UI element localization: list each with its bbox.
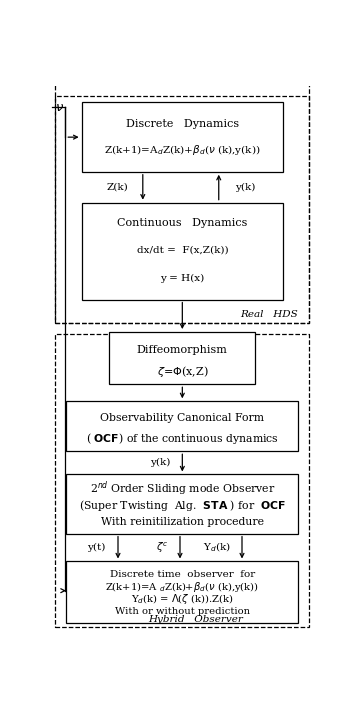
Bar [82, 103, 283, 172]
Text: 2$^{nd}$ Order Sliding mode Observer: 2$^{nd}$ Order Sliding mode Observer [89, 480, 275, 498]
Text: With or without prediction: With or without prediction [115, 607, 250, 616]
Text: y(k): y(k) [150, 458, 171, 468]
Text: Y$_d$(k): Y$_d$(k) [203, 540, 230, 555]
Text: $\zeta^c$: $\zeta^c$ [156, 540, 168, 555]
Text: y = H(x): y = H(x) [160, 274, 204, 282]
Bar [55, 1, 308, 323]
Bar [66, 474, 298, 534]
Bar [66, 401, 298, 451]
Text: $\zeta$=$\Phi$(x,Z): $\zeta$=$\Phi$(x,Z) [157, 364, 208, 379]
Text: Y$_d$(k) = $\Lambda$($\zeta$ (k)).Z(k): Y$_d$(k) = $\Lambda$($\zeta$ (k)).Z(k) [131, 593, 234, 606]
Text: Real   HDS: Real HDS [240, 310, 298, 319]
Bar [109, 332, 255, 384]
Bar [55, 334, 308, 627]
Text: (Super Twisting  Alg.  $\bf{STA}$ ) for  $\bf{OCF}$: (Super Twisting Alg. $\bf{STA}$ ) for $\… [79, 498, 286, 513]
Text: Discrete time  observer  for: Discrete time observer for [110, 570, 255, 579]
Text: Z(k+1)=A $_{d}$Z(k)+$\beta$$_d$($\nu$ (k),y(k)): Z(k+1)=A $_{d}$Z(k)+$\beta$$_d$($\nu$ (k… [105, 580, 259, 594]
Text: dx/dt =  F(x,Z(k)): dx/dt = F(x,Z(k)) [137, 246, 228, 255]
Text: Z(k): Z(k) [106, 183, 128, 192]
Text: Hybrid   Observer: Hybrid Observer [148, 615, 243, 624]
Text: ( $\bf{OCF}$) of the continuous dynamics: ( $\bf{OCF}$) of the continuous dynamics [86, 431, 279, 446]
Text: y(t): y(t) [87, 543, 105, 552]
Text: With reinitilization procedure: With reinitilization procedure [101, 517, 264, 527]
Text: Z(k+1)=A$_d$Z(k)+$\beta$$_d$($\nu$ (k),y(k)): Z(k+1)=A$_d$Z(k)+$\beta$$_d$($\nu$ (k),y… [104, 143, 261, 158]
Text: Continuous   Dynamics: Continuous Dynamics [117, 217, 247, 227]
Bar [82, 202, 283, 299]
Text: Observability Canonical Form: Observability Canonical Form [100, 414, 264, 424]
Bar [66, 561, 298, 623]
Text: Diffeomorphism: Diffeomorphism [137, 345, 228, 356]
Text: $\nu$: $\nu$ [55, 101, 64, 113]
Text: y(k): y(k) [235, 183, 255, 192]
Text: Discrete   Dynamics: Discrete Dynamics [126, 119, 239, 129]
Bar [55, 96, 308, 323]
